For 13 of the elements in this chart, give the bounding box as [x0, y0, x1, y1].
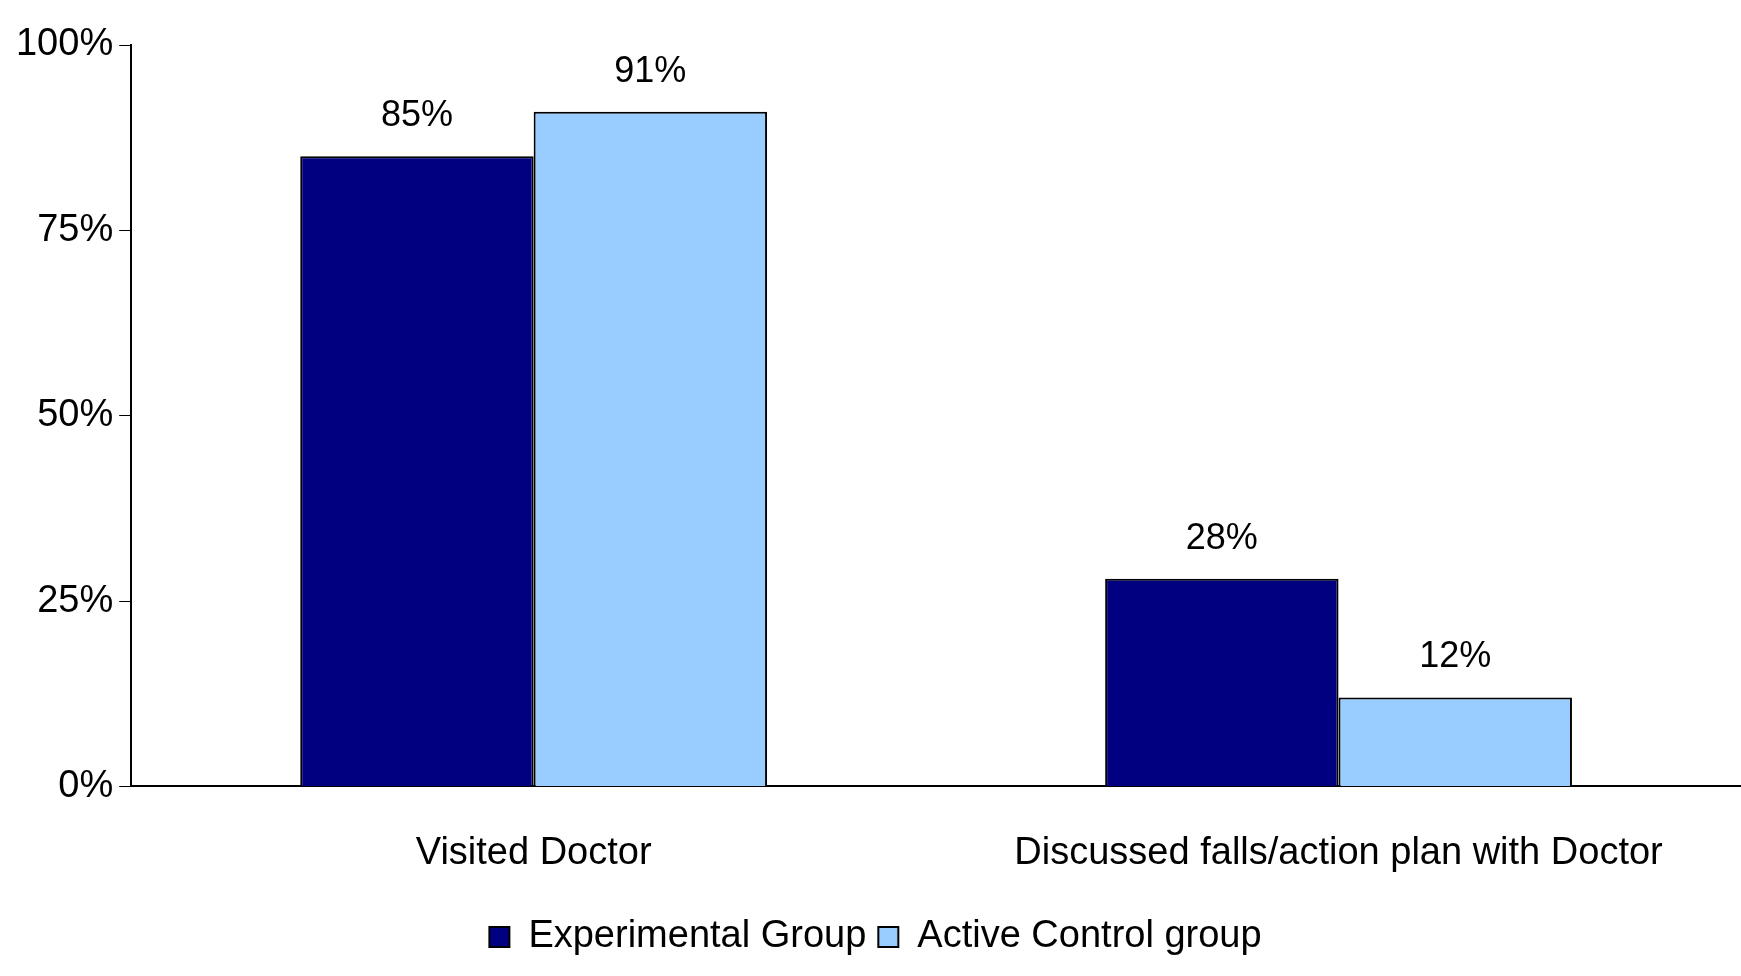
- x-tick-label: Visited Doctor: [415, 829, 652, 872]
- data-label: 91%: [614, 48, 687, 90]
- x-tick-label: Discussed falls/action plan with Doctor: [1014, 829, 1664, 872]
- y-tick-label: 100%: [15, 21, 114, 64]
- y-tick-label: 0%: [58, 762, 114, 805]
- data-label: 12%: [1419, 634, 1492, 676]
- data-label: 85%: [380, 93, 453, 135]
- y-tick-label: 75%: [37, 206, 114, 249]
- y-tick-label: 50%: [37, 392, 114, 435]
- y-tick-label: 25%: [37, 577, 114, 620]
- legend-label: Active Control group: [917, 913, 1262, 956]
- data-label: 28%: [1185, 515, 1258, 557]
- legend-label: Experimental Group: [528, 913, 867, 956]
